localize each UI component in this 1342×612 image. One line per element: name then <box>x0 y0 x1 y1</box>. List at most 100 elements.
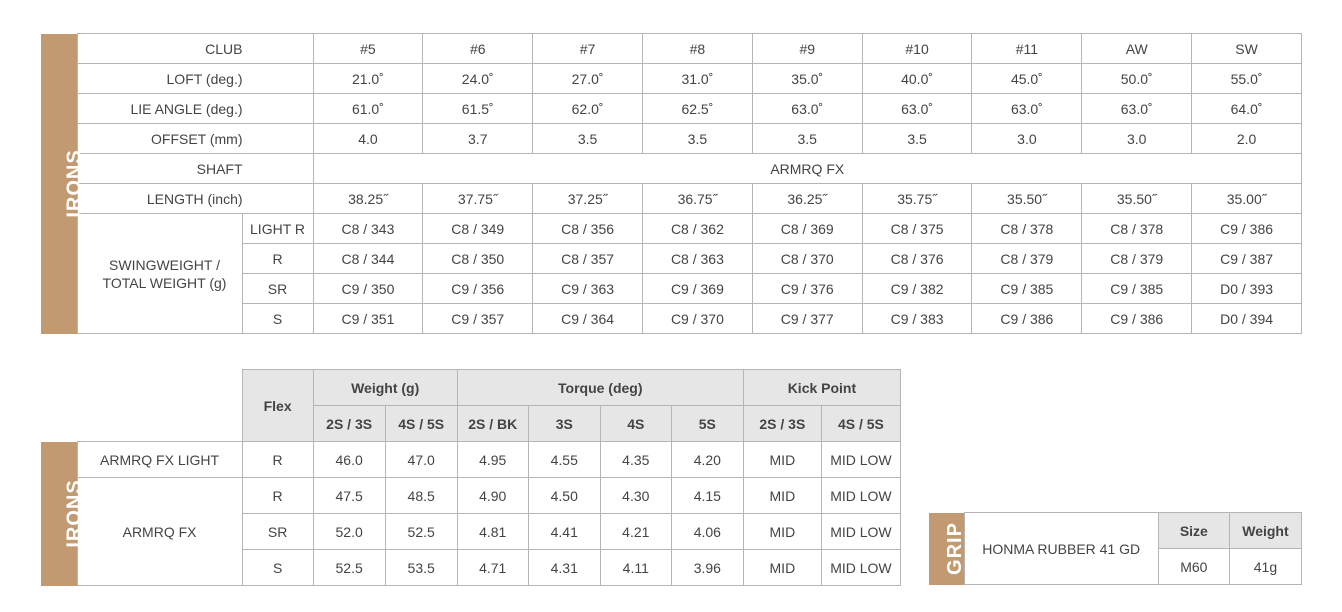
value-cell: #9 <box>751 33 863 64</box>
value-cell: MID LOW <box>820 549 902 586</box>
row-label: LIE ANGLE (deg.) <box>76 93 314 124</box>
value-cell: C9 / 356 <box>422 273 534 304</box>
value-cell: MID LOW <box>820 441 902 478</box>
grip-size: M60 <box>1157 548 1230 585</box>
value-cell: 63.0˚ <box>861 93 973 124</box>
value-cell: #5 <box>312 33 424 64</box>
subheader: 5S <box>670 405 744 442</box>
weight-header: Weight <box>1228 512 1303 549</box>
club-row: IRONS CLUB #5 #6 #7 #8 #9 #10 #11 AW SW <box>41 33 1302 334</box>
value-cell: C9 / 376 <box>751 273 863 304</box>
value-cell: 4.31 <box>527 549 601 586</box>
value-cell: 21.0˚ <box>312 63 424 94</box>
swingweight-label-line: TOTAL WEIGHT (g) <box>102 274 227 291</box>
value-cell: 45.0˚ <box>971 63 1083 94</box>
value-cell: C9 / 385 <box>1081 273 1193 304</box>
model-name: ARMRQ FX LIGHT <box>76 441 243 478</box>
subheader: 3S <box>527 405 601 442</box>
value-cell: 63.0˚ <box>1081 93 1193 124</box>
value-cell: 46.0 <box>312 441 386 478</box>
value-cell: 47.5 <box>312 477 386 514</box>
value-cell: 4.30 <box>599 477 672 514</box>
value-cell: 3.0 <box>971 123 1083 154</box>
value-cell: 31.0˚ <box>642 63 753 94</box>
value-cell: C8 / 378 <box>1081 213 1193 244</box>
value-cell: C8 / 349 <box>422 213 534 244</box>
spec-row: LIE ANGLE (deg.) 61.0˚ 61.5˚ 62.0˚ 62.5˚ 63.0… <box>41 93 1302 124</box>
value-cell: C9 / 383 <box>861 303 973 334</box>
subheader: 2S / BK <box>456 405 529 442</box>
value-cell: C9 / 382 <box>861 273 973 304</box>
spec-row: LOFT (deg.) 21.0˚ 24.0˚ 27.0˚ 31.0˚ 35.0˚ 40.0… <box>41 63 1302 94</box>
irons-section-label: IRONS <box>41 33 86 334</box>
value-cell: 3.5 <box>532 123 643 154</box>
value-cell: #11 <box>971 33 1083 64</box>
kick-point-header: Kick Point <box>742 369 902 406</box>
value-cell: C9 / 369 <box>642 273 753 304</box>
value-cell: 40.0˚ <box>861 63 973 94</box>
flex-cell: SR <box>241 513 314 550</box>
value-cell: 4.0 <box>312 123 424 154</box>
swingweight-label-line: SWINGWEIGHT / <box>109 256 220 273</box>
value-cell: C9 / 370 <box>642 303 753 334</box>
subheader: 2S / 3S <box>312 405 386 442</box>
shaft-row: SR 52.0 52.5 4.81 4.41 4.21 4.06 MID MID LOW <box>41 513 902 550</box>
value-cell: 52.5 <box>312 549 386 586</box>
model-name: ARMRQ FX <box>76 477 243 586</box>
flex-label: LIGHT R <box>241 213 314 244</box>
value-cell: 4.95 <box>456 441 529 478</box>
value-cell: C9 / 386 <box>1191 213 1302 244</box>
value-cell: C9 / 350 <box>312 273 424 304</box>
row-label: LOFT (deg.) <box>76 63 314 94</box>
value-cell: C8 / 362 <box>642 213 753 244</box>
value-cell: 62.0˚ <box>532 93 643 124</box>
grip-section-label: GRIP <box>929 512 966 585</box>
flex-cell: S <box>241 549 314 586</box>
value-cell: 52.5 <box>384 513 458 550</box>
value-cell: 4.81 <box>456 513 529 550</box>
value-cell: 63.0˚ <box>751 93 863 124</box>
value-cell: 4.15 <box>670 477 744 514</box>
value-cell: C8 / 344 <box>312 243 424 274</box>
subheader: 4S / 5S <box>820 405 902 442</box>
swingweight-row: SWINGWEIGHT / TOTAL WEIGHT (g) LIGHT R C8 /… <box>41 213 1302 334</box>
value-cell: D0 / 394 <box>1191 303 1302 334</box>
value-cell: 4.90 <box>456 477 529 514</box>
value-cell: 4.20 <box>670 441 744 478</box>
value-cell: 61.5˚ <box>422 93 534 124</box>
subheader: 4S <box>599 405 672 442</box>
value-cell: 35.00˝ <box>1191 183 1302 214</box>
value-cell: 3.5 <box>751 123 863 154</box>
value-cell: C9 / 357 <box>422 303 534 334</box>
value-cell: C9 / 387 <box>1191 243 1302 274</box>
weight-header: Weight (g) <box>312 369 458 406</box>
value-cell: C8 / 343 <box>312 213 424 244</box>
value-cell: MID <box>742 549 822 586</box>
value-cell: 37.25˝ <box>532 183 643 214</box>
value-cell: 4.50 <box>527 477 601 514</box>
value-cell: C8 / 357 <box>532 243 643 274</box>
value-cell: C8 / 356 <box>532 213 643 244</box>
length-row: LENGTH (inch) 38.25˝ 37.75˝ 37.25˝ 36.75˝ 36.… <box>41 183 1302 214</box>
swingweight-label: SWINGWEIGHT / TOTAL WEIGHT (g) <box>76 213 243 334</box>
value-cell: 4.06 <box>670 513 744 550</box>
value-cell: 3.5 <box>861 123 973 154</box>
value-cell: C9 / 351 <box>312 303 424 334</box>
value-cell: 35.50˝ <box>1081 183 1193 214</box>
value-cell: 35.75˝ <box>861 183 973 214</box>
club-label: CLUB <box>76 33 314 64</box>
value-cell: MID <box>742 477 822 514</box>
value-cell: MID LOW <box>820 477 902 514</box>
value-cell: C8 / 369 <box>751 213 863 244</box>
value-cell: C8 / 350 <box>422 243 534 274</box>
value-cell: C8 / 375 <box>861 213 973 244</box>
value-cell: 2.0 <box>1191 123 1302 154</box>
subheader: 2S / 3S <box>742 405 822 442</box>
flex-label: S <box>241 303 314 334</box>
swingweight-row: R C8 / 344 C8 / 350 C8 / 357 C8 / 363 C8 / 37… <box>41 243 1302 274</box>
flex-cell: R <box>241 441 314 478</box>
flex-header: Flex <box>241 369 314 442</box>
value-cell: 4.71 <box>456 549 529 586</box>
value-cell: 47.0 <box>384 441 458 478</box>
flex-label: R <box>241 243 314 274</box>
